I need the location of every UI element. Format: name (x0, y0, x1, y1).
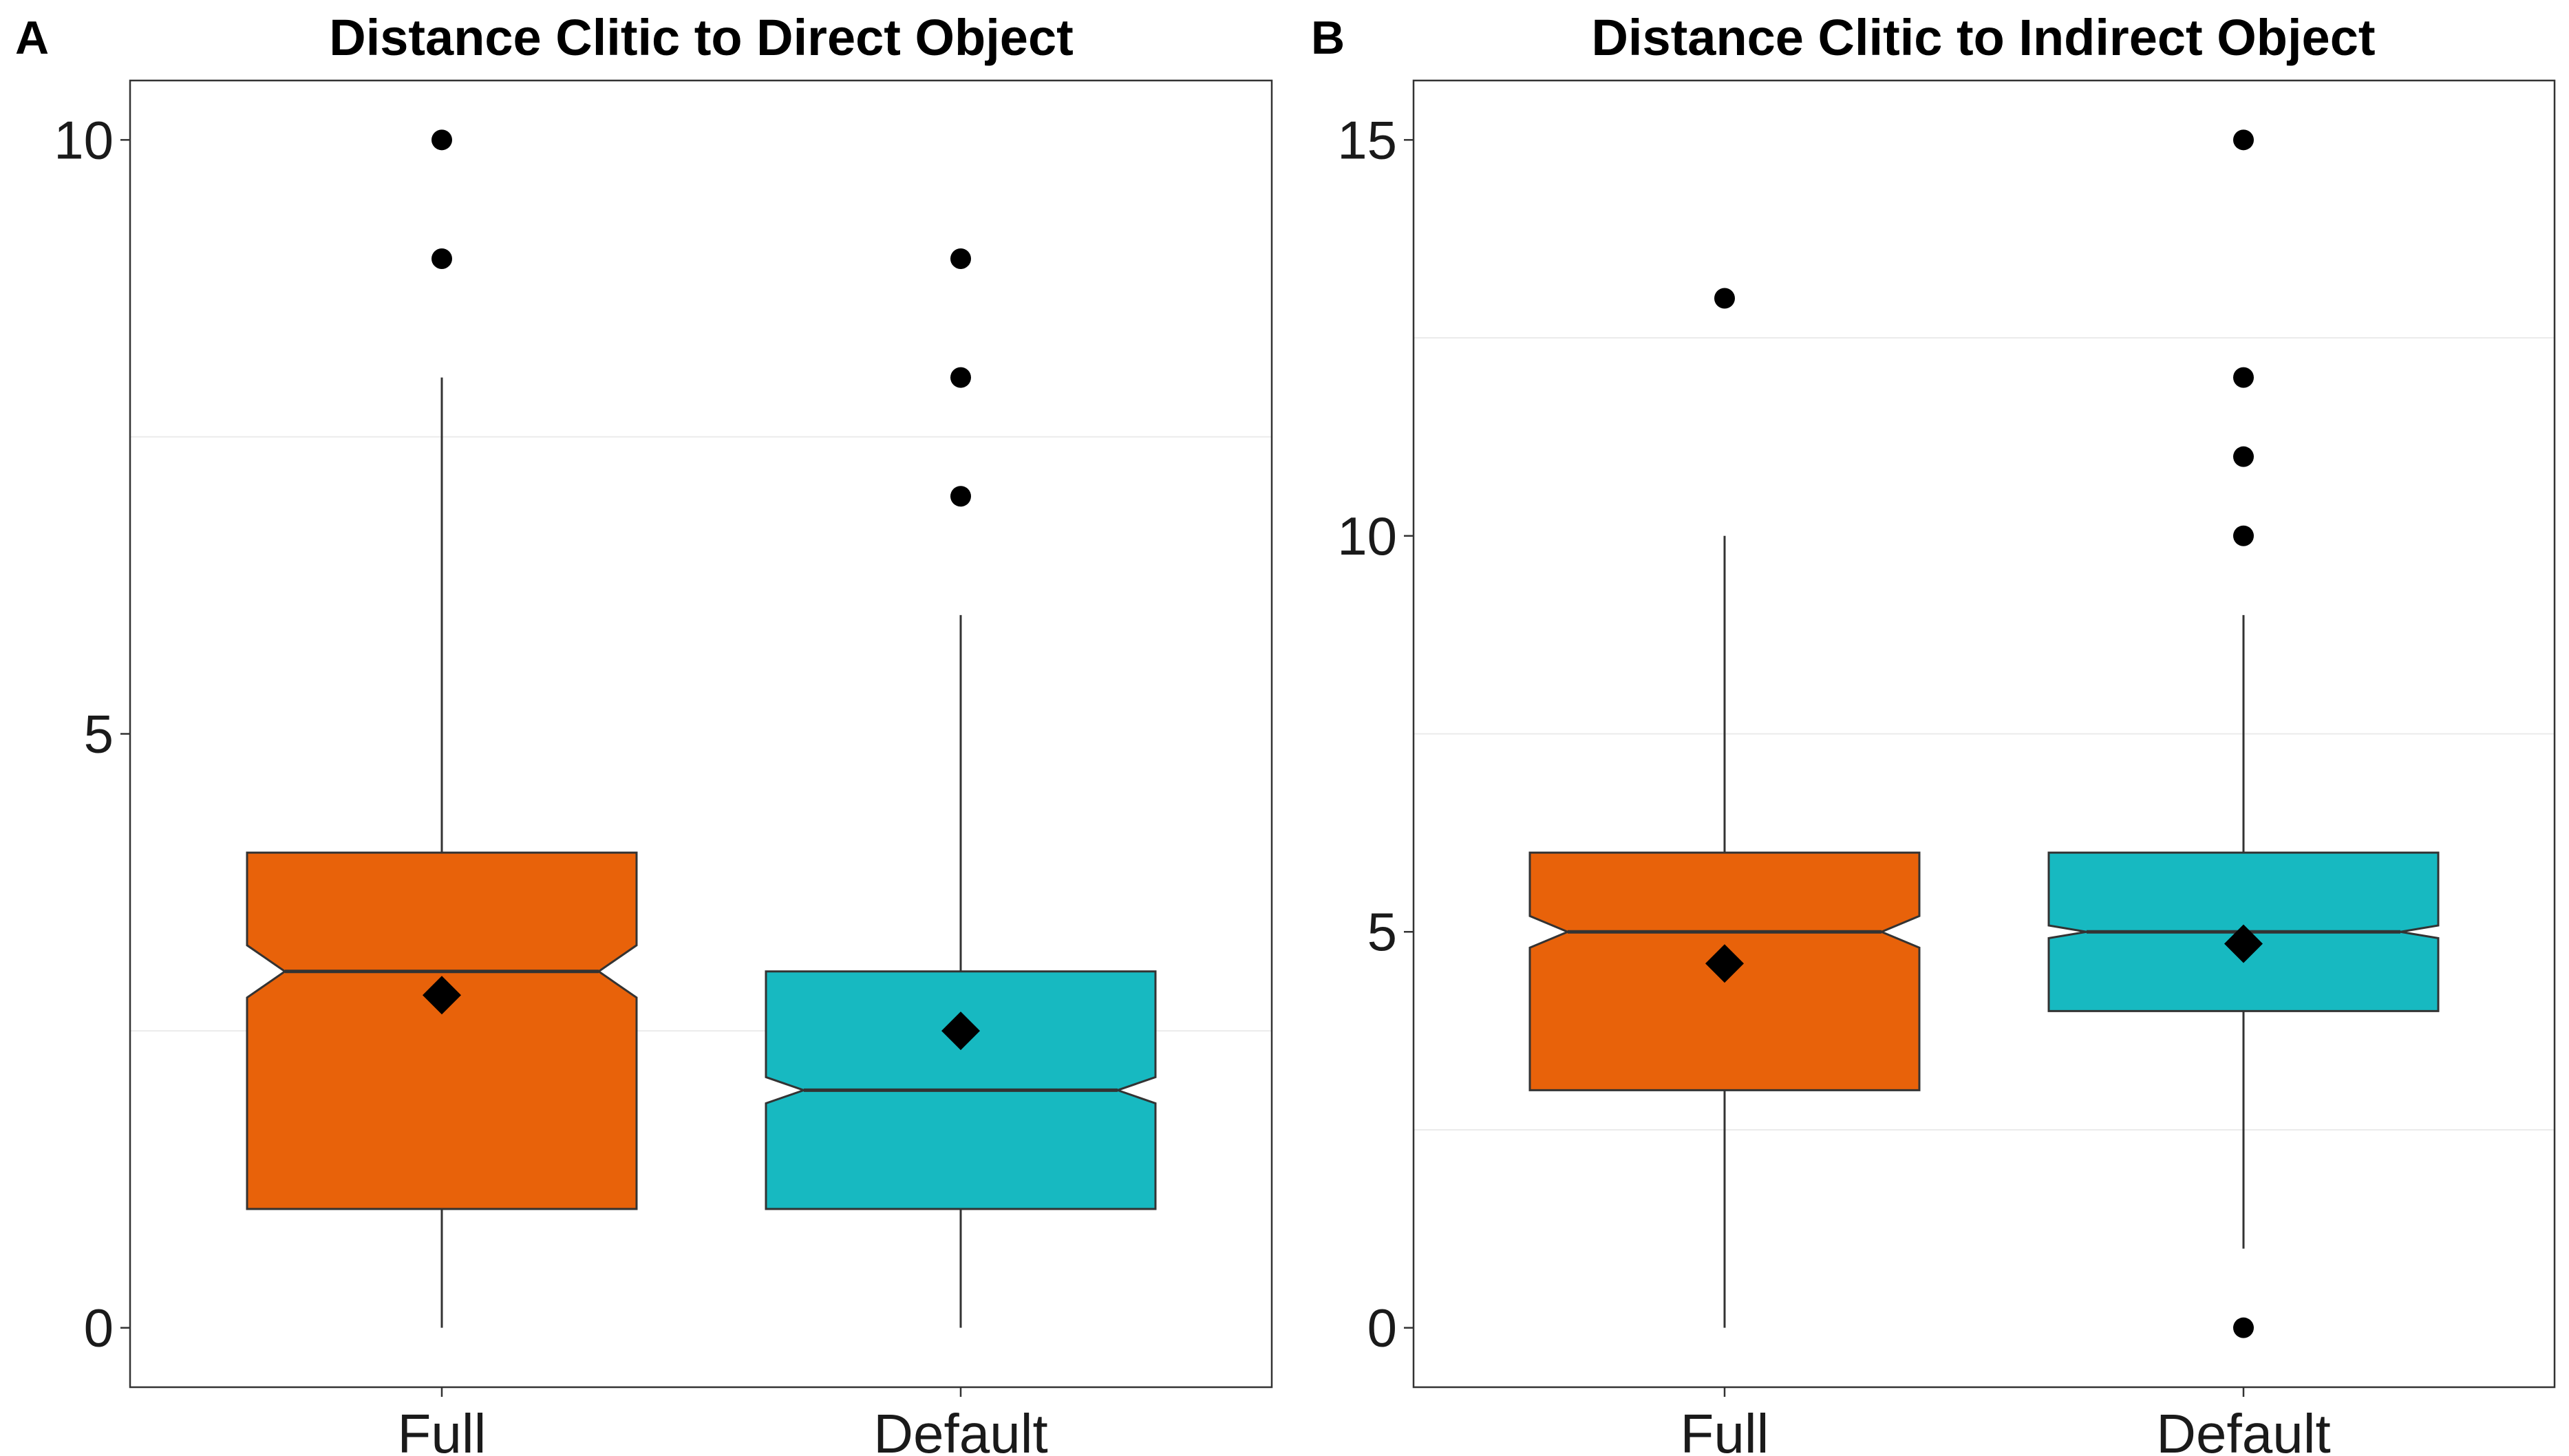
x-category-label: Full (398, 1403, 487, 1456)
panel-b-plot: 0 5 10 15 Full Default (1337, 79, 2556, 1456)
panel-a-letter: A (15, 12, 49, 64)
panel-a-title: Distance Clitic to Direct Object (329, 9, 1074, 66)
outlier-point (950, 248, 971, 269)
y-tick-label: 10 (54, 109, 114, 170)
mean-marker (1705, 944, 1744, 983)
y-tick-label: 0 (84, 1298, 114, 1358)
y-tick-label: 5 (84, 704, 114, 764)
y-tick-label: 15 (1337, 109, 1397, 170)
mean-marker (2224, 924, 2263, 963)
outlier-point (2233, 367, 2254, 388)
x-category-label: Default (2156, 1403, 2330, 1456)
outlier-point (431, 129, 452, 151)
outlier-point (431, 248, 452, 269)
outlier-point (950, 367, 971, 388)
y-tick-label: 0 (1367, 1298, 1397, 1358)
panel-a: A Distance Clitic to Direct Object 0 5 10 F… (15, 9, 1273, 1456)
outlier-point (2233, 1317, 2254, 1338)
outlier-point (950, 486, 971, 507)
outlier-point (2233, 446, 2254, 467)
y-tick-label: 5 (1367, 901, 1397, 962)
panel-a-plot: 0 5 10 Full Default (54, 79, 1273, 1456)
outlier-point (2233, 129, 2254, 151)
y-tick-label: 10 (1337, 506, 1397, 566)
panel-b-letter: B (1311, 12, 1345, 64)
mean-marker (423, 976, 461, 1015)
box-body (246, 851, 638, 1210)
outlier-point (2233, 525, 2254, 546)
outlier-point (1714, 288, 1735, 309)
panel-border (1412, 79, 2556, 1389)
panel-b: B Distance Clitic to Indirect Object 0 5 1… (1311, 9, 2556, 1456)
panel-b-title: Distance Clitic to Indirect Object (1591, 9, 2375, 66)
x-category-label: Full (1681, 1403, 1769, 1456)
mean-marker (941, 1011, 980, 1051)
x-category-label: Default (873, 1403, 1047, 1456)
